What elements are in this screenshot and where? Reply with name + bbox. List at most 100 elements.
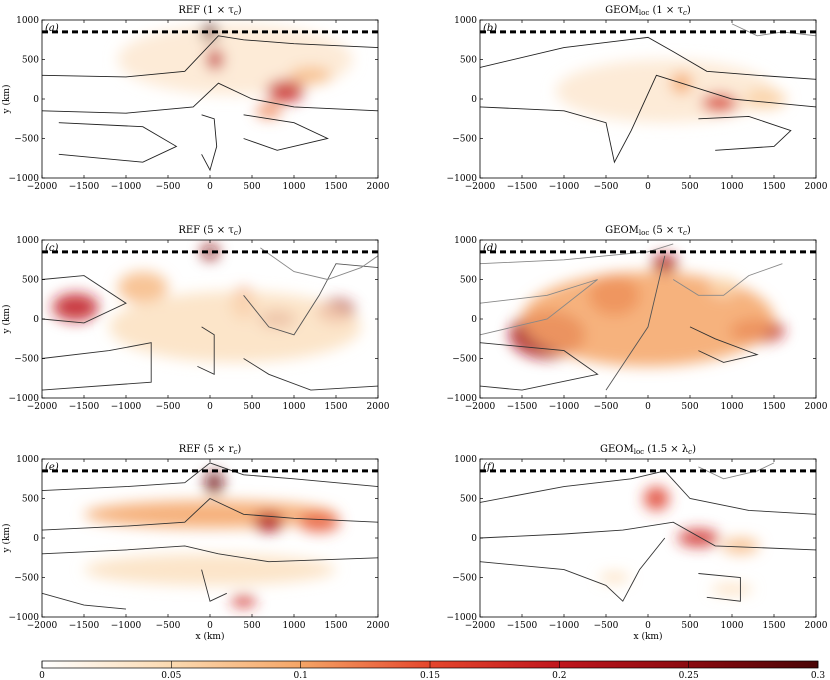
panel-letter: (a) <box>45 23 59 34</box>
field-blob-6 <box>109 291 362 363</box>
contour-line-2 <box>698 115 792 151</box>
x-tick-label: −1000 <box>111 621 142 631</box>
contour-line-1 <box>42 82 378 114</box>
y-tick-label: −1000 <box>9 394 40 404</box>
x-tick-label: 500 <box>243 182 260 192</box>
field-blob-2 <box>201 243 219 260</box>
contour-line-3 <box>731 23 816 37</box>
y-tick-label: 500 <box>460 495 477 505</box>
contour-line-1 <box>42 497 378 531</box>
panel-letter: (e) <box>45 462 59 473</box>
x-tick-label: 0 <box>207 402 213 412</box>
panel-title: GEOMloc (1 × τc) <box>605 5 691 17</box>
y-tick-label: 1000 <box>16 455 39 465</box>
y-tick-label: 1000 <box>454 236 477 246</box>
panel-e: −2000 −1500 −1000 −500 0 500 1000 1500 2000 1000 5… <box>1 444 390 642</box>
x-tick-label: 2000 <box>805 182 828 192</box>
x-tick-label: 0 <box>645 402 651 412</box>
field-blob-0 <box>643 486 670 511</box>
field-blob-0 <box>84 500 336 529</box>
contour-line-2 <box>58 122 178 163</box>
colorbar-tick-label: 0 <box>39 671 45 680</box>
field <box>555 59 787 123</box>
contour-line-3 <box>201 114 218 172</box>
y-tick-label: −500 <box>14 574 39 584</box>
contour-line-4 <box>243 358 378 391</box>
contour-line-4 <box>243 114 329 151</box>
x-tick-label: 1500 <box>763 182 786 192</box>
plot-background <box>480 459 816 617</box>
plot-area <box>42 240 378 398</box>
x-tick-label: 1500 <box>763 621 786 631</box>
x-tick-label: −500 <box>594 182 619 192</box>
x-tick-label: −2000 <box>465 402 496 412</box>
contour-line-2 <box>480 342 599 391</box>
x-tick-label: 1000 <box>721 402 744 412</box>
field-blob-4 <box>711 584 753 595</box>
field-blob-4 <box>231 595 257 608</box>
plot-area <box>480 20 816 178</box>
x-tick-label: 0 <box>645 621 651 631</box>
x-tick-label: 0 <box>207 182 213 192</box>
y-tick-label: 1000 <box>454 455 477 465</box>
colorbar-tick-label: 0.25 <box>679 671 699 680</box>
x-tick-label: −1500 <box>69 621 100 631</box>
x-tick-label: 1500 <box>325 621 348 631</box>
colorbar-tick-label: 0.05 <box>161 671 181 680</box>
y-tick-label: −500 <box>452 574 477 584</box>
y-tick-label: 0 <box>471 534 477 544</box>
field-blob-2 <box>206 49 224 70</box>
x-tick-label: 2000 <box>367 182 390 192</box>
y-tick-label: −1000 <box>447 174 478 184</box>
field <box>599 486 760 595</box>
x-tick-label: 2000 <box>367 402 390 412</box>
x-tick-label: 0 <box>645 182 651 192</box>
contour-line-2 <box>197 326 215 376</box>
y-tick-label: 0 <box>471 315 477 325</box>
y-tick-label: 1000 <box>16 236 39 246</box>
y-tick-label: −1000 <box>447 394 478 404</box>
colorbar-tick-label: 0.3 <box>811 671 826 680</box>
x-tick-label: −2000 <box>465 182 496 192</box>
x-tick-label: 500 <box>243 402 260 412</box>
field-blob-3 <box>744 89 787 109</box>
contour-line-3 <box>689 326 759 363</box>
y-axis-label: y (km) <box>1 85 12 115</box>
x-tick-label: −2000 <box>27 182 58 192</box>
contour-line-0 <box>42 462 378 492</box>
panel-letter: (c) <box>45 243 59 254</box>
colorbar-tick-label: 0.1 <box>294 671 308 680</box>
field-blob-5 <box>289 67 332 84</box>
contour-line-5 <box>260 247 378 280</box>
panels: −2000 −1500 −1000 −500 0 500 1000 1500 2000 1000 5… <box>1 5 828 642</box>
field-blob-3 <box>266 80 305 103</box>
contour-line-3 <box>243 263 378 336</box>
panel-d: −2000 −1500 −1000 −500 0 500 1000 1500 2000 1000 5… <box>447 225 828 412</box>
x-tick-label: 1500 <box>325 182 348 192</box>
contour-line-3 <box>42 592 127 610</box>
y-tick-label: −500 <box>14 355 39 365</box>
y-tick-label: 500 <box>22 56 39 66</box>
x-tick-label: −1000 <box>549 402 580 412</box>
y-tick-label: 500 <box>22 495 39 505</box>
x-tick-label: −1000 <box>549 182 580 192</box>
x-tick-label: −1500 <box>69 182 100 192</box>
x-tick-label: −1500 <box>69 402 100 412</box>
plot-area <box>480 240 816 398</box>
y-tick-label: −500 <box>452 355 477 365</box>
contour-line-0 <box>42 275 127 324</box>
panel-letter: (f) <box>483 462 495 473</box>
field-blob-1 <box>701 94 738 112</box>
x-axis-label: x (km) <box>634 631 663 642</box>
x-tick-label: −1500 <box>507 182 538 192</box>
field-blob-1 <box>202 23 218 41</box>
field-blob-2 <box>652 253 678 274</box>
plot-area <box>42 459 378 617</box>
panel-letter: (b) <box>483 23 497 34</box>
field-blob-1 <box>117 271 168 304</box>
panel-title: REF (5 × rc) <box>179 444 242 456</box>
field-blob-1 <box>204 470 224 495</box>
x-tick-label: 500 <box>681 182 698 192</box>
x-tick-label: −500 <box>156 182 181 192</box>
